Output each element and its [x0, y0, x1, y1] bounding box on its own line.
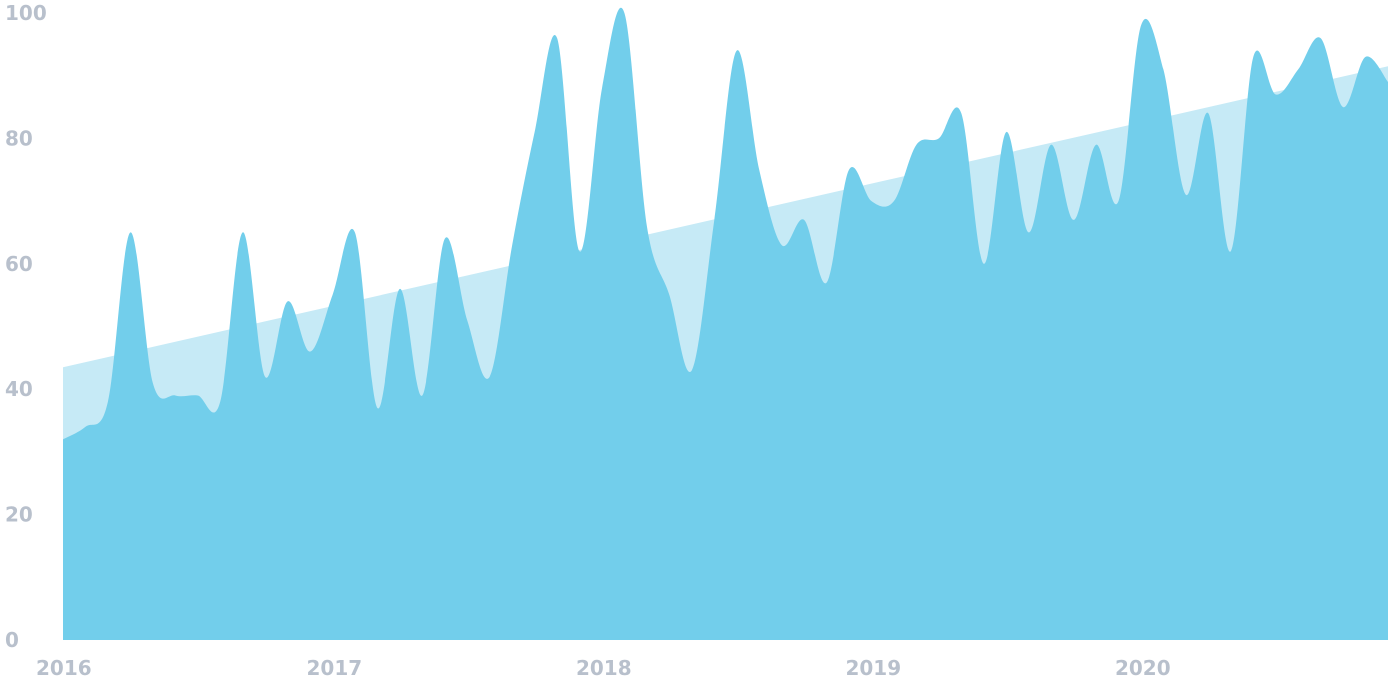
data-point-2016-12	[308, 350, 312, 354]
y-tick-label-40: 40	[5, 377, 33, 401]
data-point-2020-12	[1386, 80, 1390, 84]
data-point-2018-08	[757, 168, 761, 172]
data-point-2020-01	[1139, 24, 1143, 28]
data-point-2019-04	[937, 136, 941, 140]
x-tick-label-2018: 2018	[576, 656, 632, 680]
x-axis: 2016 2017 2018 2019 2020	[36, 656, 1171, 680]
data-point-2016-07	[196, 394, 200, 398]
data-point-2019-01	[870, 199, 874, 203]
y-tick-label-100: 100	[5, 1, 47, 25]
data-point-2017-04	[398, 287, 402, 291]
data-point-2017-11	[555, 36, 559, 40]
data-point-2016-10	[263, 375, 267, 379]
values-area	[63, 7, 1388, 641]
data-point-2016-01	[61, 437, 65, 441]
data-point-2020-10	[1341, 105, 1345, 109]
data-point-2017-05	[420, 394, 424, 398]
data-point-2016-05	[151, 381, 155, 385]
data-point-2016-09	[241, 230, 245, 234]
data-point-2016-02	[84, 425, 88, 429]
data-point-2019-07	[1004, 130, 1008, 134]
data-point-2017-09	[510, 243, 514, 247]
data-point-2017-03	[375, 406, 379, 410]
data-point-2017-12	[578, 249, 582, 253]
x-tick-label-2019: 2019	[845, 656, 901, 680]
data-point-2020-04	[1206, 111, 1210, 115]
data-point-2017-08	[488, 375, 492, 379]
data-point-2018-11	[825, 281, 829, 285]
data-point-2018-12	[847, 168, 851, 172]
x-tick-label-2017: 2017	[306, 656, 362, 680]
y-axis: 0 20 40 60 80 100	[5, 1, 47, 652]
data-point-2020-02	[1161, 67, 1165, 71]
data-point-2018-01	[600, 86, 604, 90]
y-tick-label-80: 80	[5, 126, 33, 150]
data-point-2020-09	[1319, 36, 1323, 40]
data-point-2018-05	[690, 368, 694, 372]
data-point-2019-12	[1117, 199, 1121, 203]
data-point-2016-08	[218, 400, 222, 404]
data-point-2017-10	[533, 130, 537, 134]
x-tick-label-2020: 2020	[1115, 656, 1171, 680]
data-point-2020-11	[1364, 55, 1368, 59]
data-point-2017-06	[443, 237, 447, 241]
data-point-2016-06	[173, 394, 177, 398]
data-point-2020-05	[1229, 249, 1233, 253]
data-point-2019-09	[1049, 143, 1053, 147]
data-point-2016-11	[286, 299, 290, 303]
data-point-2018-07	[735, 49, 739, 53]
data-point-2018-03	[645, 224, 649, 228]
data-point-2019-06	[982, 262, 986, 266]
data-point-2017-01	[331, 293, 335, 297]
y-tick-label-60: 60	[5, 252, 33, 276]
data-point-2018-10	[802, 218, 806, 222]
values-area-series	[61, 7, 1390, 641]
data-point-2018-06	[712, 218, 716, 222]
y-tick-label-20: 20	[5, 503, 33, 527]
data-point-2018-02	[622, 11, 626, 15]
data-point-2020-03	[1184, 193, 1188, 197]
x-tick-label-2016: 2016	[36, 656, 92, 680]
data-point-2020-08	[1296, 67, 1300, 71]
data-point-2019-10	[1072, 218, 1076, 222]
data-point-2017-07	[465, 318, 469, 322]
data-point-2018-09	[780, 243, 784, 247]
data-point-2020-06	[1251, 55, 1255, 59]
data-point-2019-03	[914, 143, 918, 147]
data-point-2019-02	[892, 199, 896, 203]
data-point-2019-05	[959, 111, 963, 115]
y-tick-label-0: 0	[5, 628, 19, 652]
data-point-2016-04	[128, 230, 132, 234]
data-point-2017-02	[353, 230, 357, 234]
data-point-2019-08	[1027, 230, 1031, 234]
data-point-2018-04	[667, 293, 671, 297]
data-point-2016-03	[106, 400, 110, 404]
data-point-2020-07	[1274, 93, 1278, 97]
data-point-2019-11	[1094, 143, 1098, 147]
